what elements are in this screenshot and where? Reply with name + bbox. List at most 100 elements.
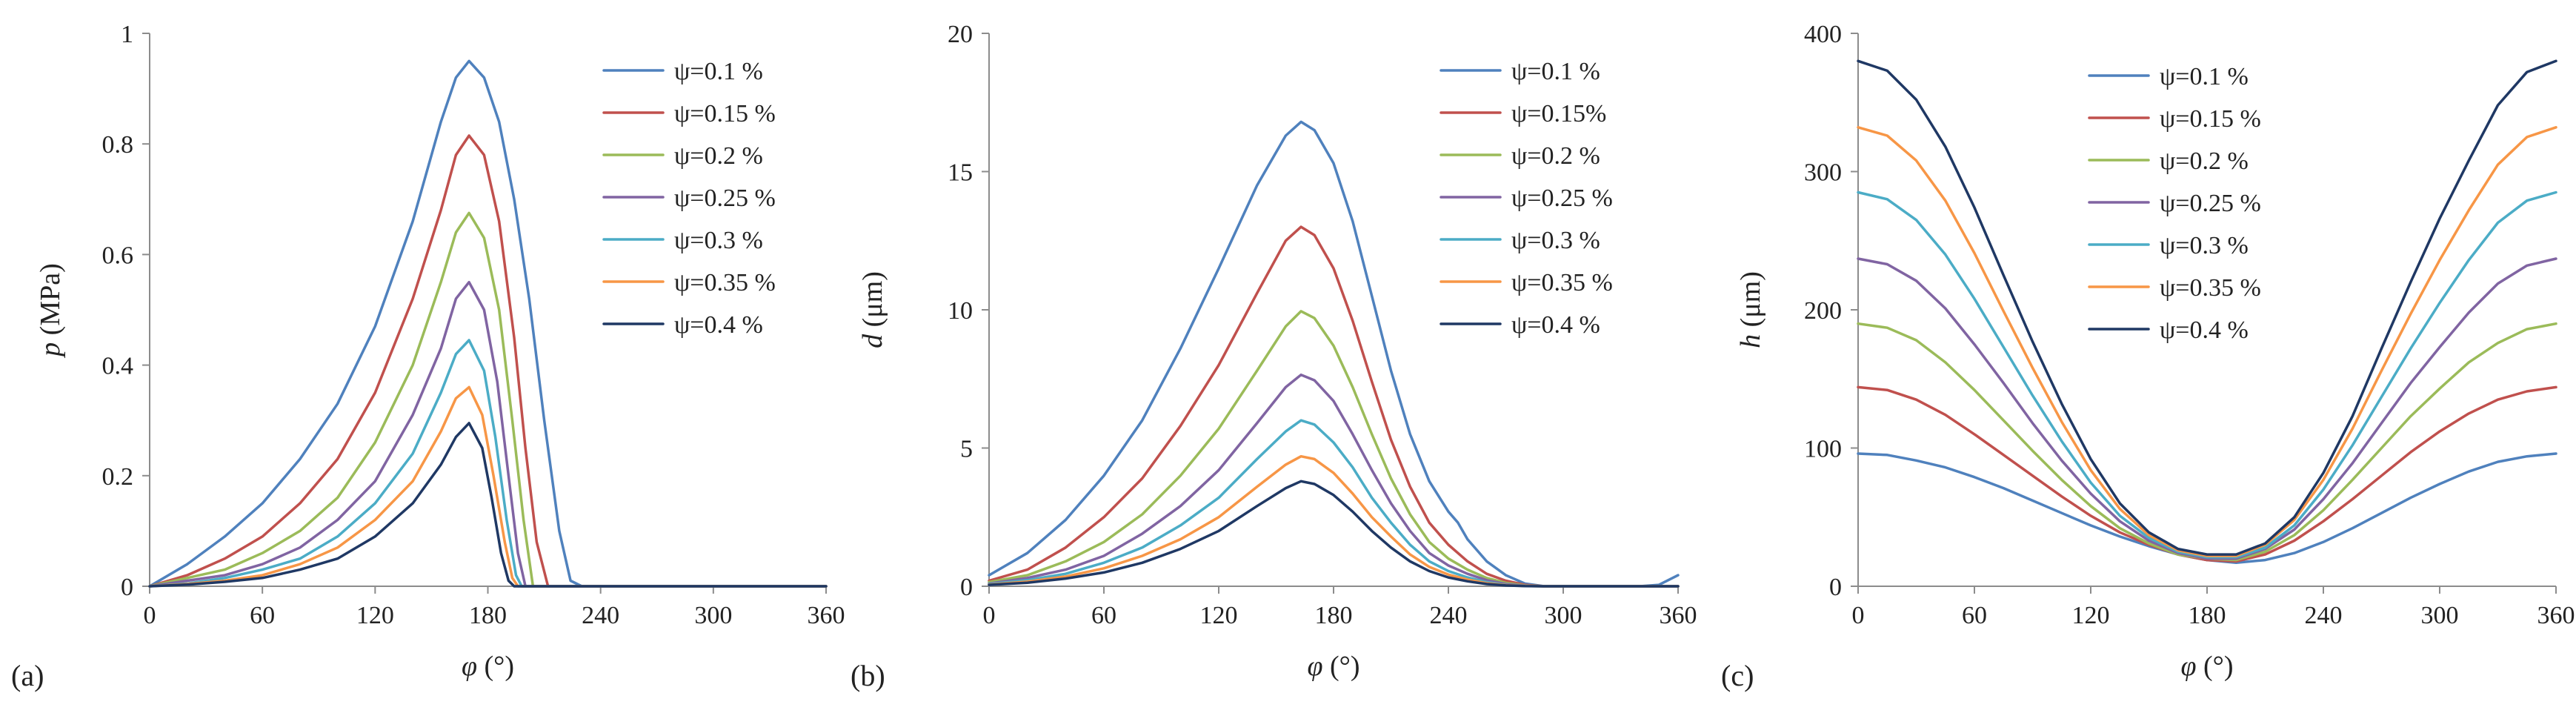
- x-tick-label: 120: [1200, 602, 1238, 629]
- x-tick-label: 240: [1430, 602, 1468, 629]
- y-axis-variable: p: [35, 342, 66, 359]
- series-line-2: [1857, 385, 2557, 563]
- series-line-4: [148, 280, 828, 588]
- x-axis-title: φ (°): [1307, 651, 1359, 682]
- x-axis-variable: φ: [2180, 651, 2196, 682]
- legend-label-7: ψ=0.4 %: [2160, 316, 2249, 344]
- x-tick-label: 0: [144, 602, 156, 629]
- y-tick-label: 20: [948, 21, 973, 48]
- series-line-4: [988, 373, 1680, 588]
- x-tick-label: 120: [2072, 602, 2110, 629]
- y-tick-label: 0.4: [102, 353, 134, 380]
- y-tick-label: 0: [960, 574, 973, 601]
- y-tick-label: 400: [1804, 21, 1842, 48]
- x-tick-label: 240: [582, 602, 619, 629]
- x-axis-title: φ (°): [2180, 651, 2233, 682]
- series-line-3: [148, 211, 828, 588]
- series-line-5: [148, 339, 828, 588]
- x-tick-label: 300: [694, 602, 732, 629]
- series-line-3: [1857, 322, 2557, 562]
- legend-label-4: ψ=0.25 %: [674, 185, 776, 212]
- y-tick-label: 100: [1804, 436, 1842, 463]
- series-line-7: [148, 422, 828, 588]
- y-tick-label: 10: [948, 297, 973, 325]
- x-axis-variable: φ: [462, 651, 477, 682]
- x-tick-label: 360: [2537, 602, 2575, 629]
- panel-label: (c): [1721, 659, 1754, 692]
- x-tick-label: 360: [808, 602, 845, 629]
- series-line-2: [148, 134, 828, 588]
- series-line-6: [148, 385, 828, 588]
- x-tick-label: 60: [250, 602, 275, 629]
- y-tick-label: 1: [121, 21, 133, 48]
- y-axis-unit: (MPa): [35, 263, 66, 342]
- y-axis-unit: (μm): [1735, 271, 1766, 334]
- x-tick-label: 0: [983, 602, 996, 629]
- legend-label-2: ψ=0.15%: [1511, 100, 1606, 127]
- legend-label-7: ψ=0.4 %: [1511, 311, 1600, 339]
- y-tick-label: 300: [1804, 159, 1842, 187]
- series-line-1: [1857, 452, 2557, 565]
- x-tick-label: 240: [2305, 602, 2343, 629]
- panel-label: (b): [851, 659, 885, 692]
- y-axis-variable: d: [857, 334, 888, 348]
- chart-panel-b: 0 60 120 180 240 300 360 0 5 10 15 20 ψ=0.1 % ψ=0.15%…: [851, 21, 1697, 692]
- legend: ψ=0.1 % ψ=0.15 % ψ=0.2 % ψ=0.25 % ψ=0.3 % ψ=0…: [2088, 63, 2261, 344]
- series-line-2: [988, 225, 1680, 588]
- x-tick-label: 360: [1660, 602, 1697, 629]
- legend-label-5: ψ=0.3 %: [674, 227, 763, 254]
- y-tick-label: 0: [121, 574, 133, 601]
- legend-label-6: ψ=0.35 %: [674, 269, 776, 296]
- series-line-7: [1857, 59, 2557, 556]
- legend-label-1: ψ=0.1 %: [674, 58, 763, 85]
- legend-label-7: ψ=0.4 %: [674, 311, 763, 339]
- y-tick-label: 200: [1804, 297, 1842, 325]
- legend: ψ=0.1 % ψ=0.15 % ψ=0.2 % ψ=0.25 % ψ=0.3 % ψ=0…: [602, 58, 776, 339]
- x-tick-label: 300: [2421, 602, 2459, 629]
- panel-label: (a): [11, 659, 44, 692]
- legend-label-6: ψ=0.35 %: [1511, 269, 1613, 296]
- legend-label-5: ψ=0.3 %: [1511, 227, 1600, 254]
- legend-label-4: ψ=0.25 %: [2160, 190, 2261, 217]
- series-line-7: [988, 480, 1680, 588]
- y-tick-label: 5: [960, 436, 973, 463]
- legend-label-2: ψ=0.15 %: [2160, 105, 2261, 133]
- y-axis-title: p (MPa): [35, 263, 66, 359]
- y-tick-label: 0.8: [102, 131, 134, 159]
- y-axis-title: d (μm): [857, 271, 888, 348]
- series-line-4: [1857, 257, 2557, 560]
- legend-label-3: ψ=0.2 %: [2160, 147, 2249, 175]
- legend: ψ=0.1 % ψ=0.15% ψ=0.2 % ψ=0.25 % ψ=0.3 % ψ=0.…: [1440, 58, 1613, 339]
- series-line-1: [148, 59, 828, 588]
- legend-label-4: ψ=0.25 %: [1511, 185, 1613, 212]
- x-tick-label: 60: [1962, 602, 1987, 629]
- legend-label-3: ψ=0.2 %: [1511, 142, 1600, 170]
- legend-label-1: ψ=0.1 %: [2160, 63, 2249, 90]
- legend-label-1: ψ=0.1 %: [1511, 58, 1600, 85]
- y-tick-label: 0: [1829, 574, 1842, 601]
- legend-label-2: ψ=0.15 %: [674, 100, 776, 127]
- y-axis-title: h (μm): [1735, 271, 1766, 348]
- legend-label-3: ψ=0.2 %: [674, 142, 763, 170]
- x-tick-label: 0: [1852, 602, 1865, 629]
- x-axis-variable: φ: [1307, 651, 1322, 682]
- x-axis-unit: (°): [2197, 651, 2234, 682]
- series-line-5: [1857, 190, 2557, 559]
- y-tick-label: 0.6: [102, 242, 134, 269]
- legend-label-5: ψ=0.3 %: [2160, 232, 2249, 259]
- x-axis-unit: (°): [1323, 651, 1360, 682]
- y-axis-unit: (μm): [857, 271, 888, 334]
- legend-label-6: ψ=0.35 %: [2160, 274, 2261, 302]
- series-line-3: [988, 310, 1680, 588]
- x-tick-label: 180: [1315, 602, 1353, 629]
- x-tick-label: 120: [356, 602, 394, 629]
- series-line-6: [1857, 126, 2557, 557]
- y-axis-variable: h: [1735, 334, 1766, 348]
- x-axis-unit: (°): [477, 651, 514, 682]
- x-tick-label: 180: [2189, 602, 2226, 629]
- x-tick-label: 60: [1091, 602, 1116, 629]
- x-tick-label: 180: [469, 602, 507, 629]
